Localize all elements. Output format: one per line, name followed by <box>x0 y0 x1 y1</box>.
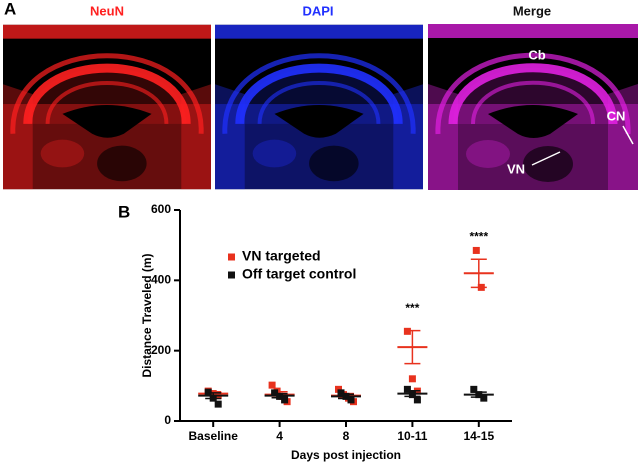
panel-title: Merge <box>513 3 551 18</box>
x-tick-label: Baseline <box>189 429 239 443</box>
data-point <box>347 396 355 404</box>
x-tick-label: 10-11 <box>397 429 427 443</box>
panel-title: NeuN <box>90 3 124 18</box>
significance: **** <box>469 229 488 243</box>
data-point <box>337 389 345 397</box>
y-tick-label: 600 <box>151 202 171 216</box>
legend-swatch <box>228 271 235 279</box>
data-point <box>472 246 480 254</box>
annotation: Cb <box>528 47 545 62</box>
data-point <box>408 375 416 383</box>
x-tick-label: 14-15 <box>463 429 494 443</box>
data-point <box>214 400 222 408</box>
data-point <box>335 385 342 393</box>
dapi-image <box>215 25 423 189</box>
data-point <box>403 385 411 393</box>
x-tick-label: 4 <box>276 429 283 443</box>
pointer <box>531 151 561 166</box>
significance: *** <box>405 301 419 315</box>
data-point <box>470 385 478 393</box>
legend-label: Off target control <box>242 266 356 282</box>
data-point <box>281 396 289 404</box>
image-panels: NeuN DAPI Merge Cb CN VN <box>3 3 638 190</box>
y-axis-label: Distance Traveled (m) <box>140 253 154 377</box>
legend-swatch <box>228 253 235 261</box>
panel-label: A <box>4 0 16 18</box>
x-axis-label: Days post injection <box>291 448 401 462</box>
y-tick-label: 0 <box>164 413 171 427</box>
pointer <box>622 125 634 145</box>
data-point <box>480 394 488 402</box>
x-tick-label: 8 <box>343 429 350 443</box>
annotation: VN <box>507 161 525 176</box>
y-tick-label: 200 <box>151 343 171 357</box>
panel-title: DAPI <box>302 3 333 18</box>
data-point <box>268 381 276 389</box>
annotation: CN <box>607 108 626 123</box>
legend-label: VN targeted <box>242 248 321 264</box>
neun-image <box>3 25 211 189</box>
y-tick-label: 400 <box>151 273 171 287</box>
panel-label: B <box>118 202 130 221</box>
data-point <box>413 396 421 404</box>
